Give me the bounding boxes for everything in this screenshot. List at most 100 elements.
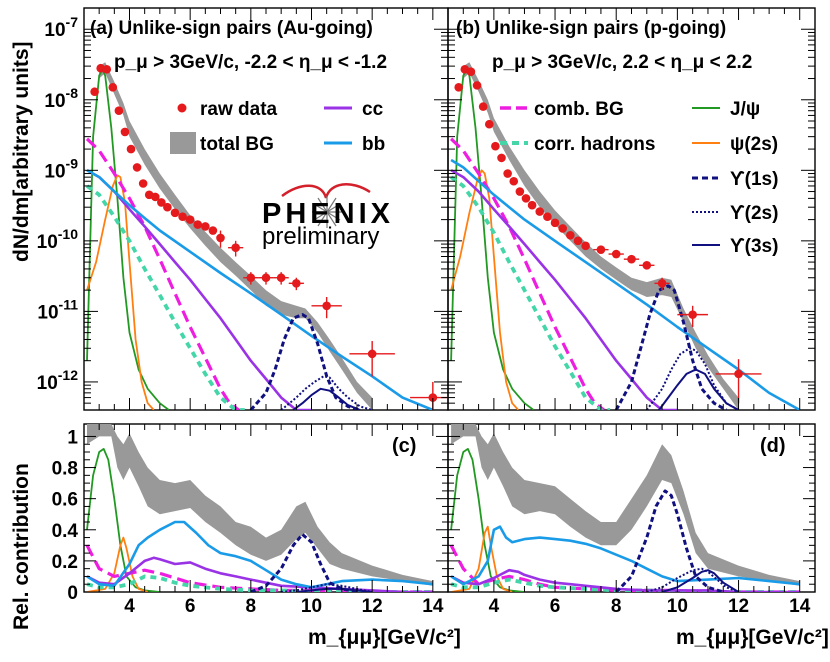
legend-psi2s: ψ(2s) [730,134,778,155]
legend-cc: cc [362,99,384,120]
y-tick-exponent: -11 [59,296,79,312]
series-line-j- [450,68,535,410]
data-point [201,222,210,231]
data-point [90,87,99,97]
data-point [627,254,636,264]
plot-d [449,424,800,592]
plot-a [85,62,448,410]
y-tick-exponent: -9 [66,155,79,171]
x-tick-label: 8 [611,596,622,617]
x-tick-label: 10 [667,596,688,617]
y-tick-label: 10-11 [37,296,78,323]
legend-comb-bg: comb. BG [534,99,624,120]
series-line--1s- [250,532,358,592]
plot-c [85,424,433,592]
y-tick-label: 10-7 [44,14,78,41]
data-point [466,67,476,77]
y-tick-exponent: -8 [66,85,79,101]
x-tick-label: 10 [301,596,322,617]
axis-ticks: 4 6 8 10 12 14 4 6 8 10 12 1410-1210-1110-1010-910-… [37,7,815,617]
y-tick-label: 0 [67,583,78,604]
data-point [138,179,148,188]
total-bg-band [451,424,800,586]
x-tick-label: 6 [550,596,561,617]
series-line-cc [86,169,312,410]
series-line-bb [86,520,433,589]
panel-d-id: (d) [760,435,786,457]
y-tick-label: 0.8 [52,459,78,480]
y-tick-exponent: -10 [58,226,78,242]
logo-swoosh [281,183,371,199]
data-point [428,393,438,402]
legend-upsilon1s: ϒ(1s) [730,169,778,190]
data-point [558,224,567,233]
data-point [509,176,519,186]
legend-upsilon3s: ϒ(3s) [730,236,778,257]
x-axis-label-d: m_{μμ}[GeV/c²] [676,626,829,649]
data-point [102,65,112,74]
data-point [120,127,130,137]
y-tick-label: 0.4 [52,521,79,542]
panel-b-title: (b) Unlike-sign pairs (p-going) [456,18,726,39]
legend-raw-data: raw data [200,99,278,120]
data-point [550,218,560,228]
x-tick-label: 4 [489,596,500,617]
phenix-logo: PHENIX preliminary [262,183,391,250]
x-axis-label-c: m_{μμ}[GeV/c²] [308,626,461,649]
data-point [657,279,667,288]
series-line--2s- [86,174,155,410]
x-tick-label: 12 [728,596,749,617]
data-point [216,233,225,243]
legend-bb: bb [362,134,385,155]
data-point [472,81,482,90]
legend-upsilon2s: ϒ(2s) [730,203,778,224]
series-line-corr-hadrons [449,175,611,410]
legend-total-bg-band [170,132,196,154]
y-axis-label-bottom: Rel. contribution [10,463,33,630]
legend-raw-data-marker [177,103,187,113]
data-point [231,243,240,252]
data-point [261,273,271,283]
series-line-cc [450,169,678,410]
x-tick-label: 14 [789,596,811,617]
data-point [543,212,552,221]
logo-preliminary: preliminary [262,223,379,250]
data-point [114,106,124,116]
series-line--2s- [280,375,373,410]
series-line--1s- [615,489,724,592]
y-tick-label: 10-8 [44,85,78,112]
data-point [150,192,160,202]
data-point [178,212,187,221]
y-axis-label-top: dN/dm[arbitrary units] [10,41,33,262]
data-point [521,194,531,203]
series-line--3s- [661,569,740,592]
y-tick-label: 10-9 [44,155,78,182]
data-point [484,119,494,129]
data-point [276,273,286,283]
plot-b [449,62,801,410]
x-tick-label: 4 [124,596,135,617]
data-point [367,349,377,359]
legend-total-bg: total BG [200,134,274,155]
y-tick-label: 10-10 [37,226,79,253]
data-point [527,200,537,210]
data-point [126,144,136,154]
y-tick-label: 1 [67,427,78,448]
data-point [497,153,506,163]
data-point [515,187,525,196]
data-point [246,273,256,283]
x-tick-label: 8 [246,596,257,617]
legend-jpsi: J/ψ [730,99,760,120]
data-point [208,226,218,235]
x-tick-label: 6 [185,596,196,617]
series-line--3s- [296,587,373,592]
logo-star-icon [312,196,342,228]
series-line--3s- [658,368,739,410]
data-point [292,279,301,288]
series-line-comb-bg [85,544,433,592]
series-line-j- [86,68,170,410]
data-point [132,163,142,172]
panel-b-cut: p_μ > 3GeV/c, 2.2 < η_μ < 2.2 [492,52,752,73]
series-line--2s- [450,525,513,592]
